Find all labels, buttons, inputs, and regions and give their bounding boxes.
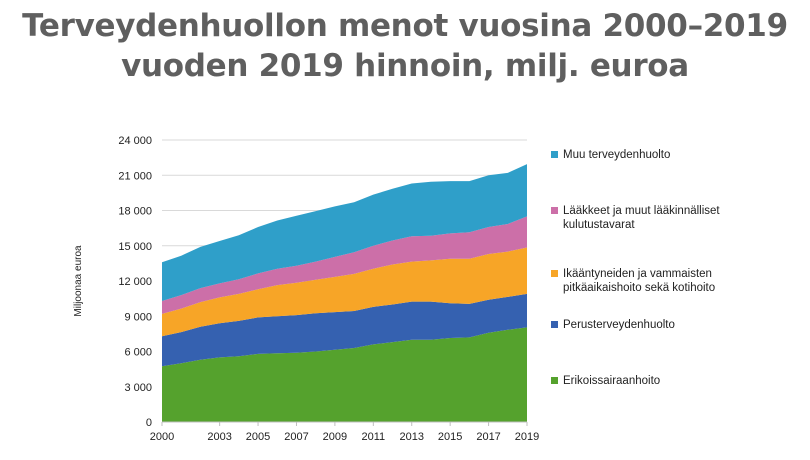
area-l-kkeet-ja-muut-l-kinn-lliset-kulutustavarat bbox=[162, 216, 527, 314]
y-tick-label: 15 000 bbox=[118, 241, 152, 253]
y-tick-label: 9 000 bbox=[124, 311, 152, 323]
legend-swatch bbox=[551, 270, 558, 277]
area-ik-ntyneiden-ja-vammaisten-pitk-aikaishoito-sek-kotihoito bbox=[162, 247, 527, 337]
x-tick-label: 2019 bbox=[515, 431, 539, 443]
x-tick-label: 2015 bbox=[438, 431, 462, 443]
legend-label: Erikoissairaanhoito bbox=[563, 375, 660, 387]
legend-swatch bbox=[551, 151, 558, 158]
legend-label: Lääkkeet ja muut lääkinnälliset kulutusta… bbox=[563, 205, 720, 231]
y-tick-label: 18 000 bbox=[118, 206, 152, 218]
legend-label: Muu terveydenhuolto bbox=[563, 149, 670, 161]
y-axis-label: Miljoonaa euroa bbox=[73, 245, 84, 317]
legend-swatch bbox=[551, 377, 558, 384]
title-line-2: vuoden 2019 hinnoin, milj. euroa bbox=[121, 48, 689, 84]
y-tick-label: 0 bbox=[146, 417, 152, 429]
x-tick-label: 2013 bbox=[399, 431, 423, 443]
y-tick-label: 24 000 bbox=[118, 135, 152, 147]
x-tick-label: 2009 bbox=[323, 431, 347, 443]
legend-swatch bbox=[551, 321, 558, 328]
title-line-1: Terveydenhuollon menot vuosina 2000–2019 bbox=[22, 8, 788, 44]
legend-label: Perusterveydenhuolto bbox=[563, 319, 675, 331]
y-tick-label: 6 000 bbox=[124, 347, 152, 359]
area-erikoissairaanhoito bbox=[162, 327, 527, 422]
x-tick-label: 2007 bbox=[284, 431, 308, 443]
area-perusterveydenhuolto bbox=[162, 293, 527, 367]
x-tick-label: 2003 bbox=[207, 431, 231, 443]
x-tick-label: 2011 bbox=[361, 431, 385, 443]
area-muu-terveydenhuolto bbox=[162, 164, 527, 301]
x-tick-label: 2017 bbox=[476, 431, 500, 443]
y-tick-label: 3 000 bbox=[124, 382, 152, 394]
y-tick-label: 21 000 bbox=[118, 170, 152, 182]
x-tick-label: 2000 bbox=[150, 431, 174, 443]
y-tick-label: 12 000 bbox=[118, 276, 152, 288]
legend-label: Ikääntyneiden ja vammaisten pitkäaikaisho… bbox=[563, 268, 715, 294]
legend-swatch bbox=[551, 207, 558, 214]
chart-title: Terveydenhuollon menot vuosina 2000–2019… bbox=[0, 6, 810, 86]
x-tick-label: 2005 bbox=[246, 431, 270, 443]
